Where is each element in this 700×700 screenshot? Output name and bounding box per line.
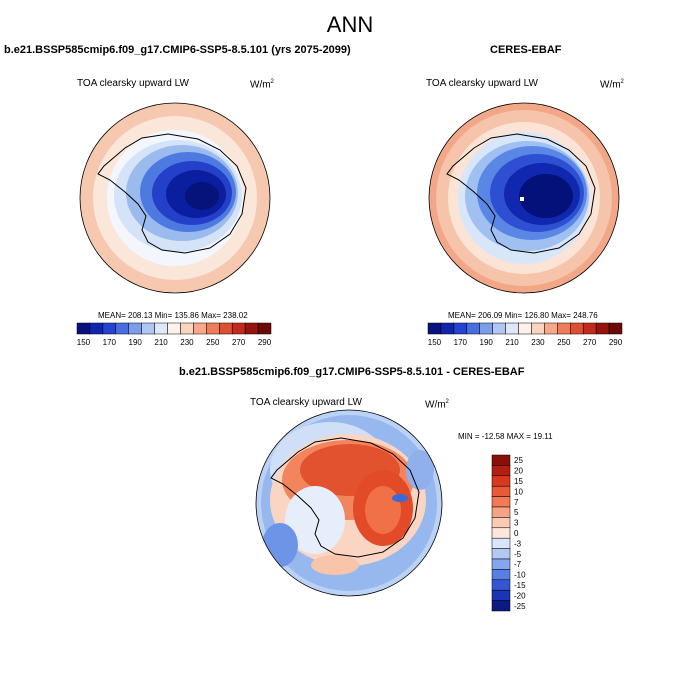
- colorbar-tick-label: 5: [514, 508, 519, 517]
- colorbar-tick-label: 290: [609, 338, 623, 347]
- colorbar-tick-label: 170: [454, 338, 468, 347]
- colorbar-tick-label: 3: [514, 519, 519, 528]
- colorbar-tick-label: 210: [505, 338, 519, 347]
- colorbar-tick-label: -25: [514, 602, 526, 611]
- colorbar-box: [180, 322, 194, 335]
- panel-3-units: W/m2: [425, 399, 449, 411]
- colorbar-tick-label: 190: [129, 338, 143, 347]
- panel-1-stats: MEAN= 208.13 Min= 135.86 Max= 238.02: [98, 311, 248, 320]
- colorbar-box: [491, 496, 511, 508]
- colorbar-box: [491, 517, 511, 529]
- colorbar-box: [544, 322, 558, 335]
- colorbar-box: [193, 322, 207, 335]
- colorbar-box: [244, 322, 259, 335]
- colorbar-tick-label: 270: [583, 338, 597, 347]
- panel-3-variable-label: TOA clearsky upward LW: [250, 397, 362, 408]
- colorbar-box: [570, 322, 584, 335]
- colorbar-tick-label: 270: [232, 338, 246, 347]
- panel-1-title: b.e21.BSSP585cmip6.f09_g17.CMIP6-SSP5-8.…: [4, 44, 351, 56]
- colorbar-box: [531, 322, 545, 335]
- colorbar-box: [491, 558, 511, 570]
- colorbar-box: [557, 322, 571, 335]
- colorbar-tick-label: 230: [531, 338, 545, 347]
- panel-2-variable-label: TOA clearsky upward LW: [426, 78, 538, 89]
- colorbar-box: [491, 579, 511, 591]
- colorbar-box: [89, 322, 104, 335]
- colorbar-box: [154, 322, 168, 335]
- colorbar-box: [518, 322, 532, 335]
- panel-3-stats: MIN = -12.58 MAX = 19.11: [458, 432, 553, 441]
- colorbar-tick-label: 250: [557, 338, 571, 347]
- colorbar-tick-label: -10: [514, 571, 526, 580]
- colorbar-tick-label: -3: [514, 539, 522, 548]
- colorbar-tick-label: 190: [480, 338, 494, 347]
- colorbar-box: [491, 600, 511, 612]
- colorbar-tick-label: 0: [514, 529, 519, 538]
- colorbar-box: [608, 322, 623, 335]
- page-title: ANN: [326, 12, 374, 37]
- colorbar-tick-label: 20: [514, 467, 523, 476]
- colorbar-box: [491, 465, 511, 477]
- map-panel-3: [255, 409, 443, 597]
- colorbar-tick-label: -7: [514, 560, 522, 569]
- colorbar-box: [491, 569, 511, 581]
- colorbar-box: [595, 322, 610, 335]
- colorbar-box: [427, 322, 442, 335]
- colorbar-tick-label: 250: [206, 338, 220, 347]
- colorbar-box: [453, 322, 468, 335]
- map-panel-1: [79, 102, 271, 294]
- colorbar-box: [491, 548, 511, 560]
- colorbar-box: [231, 322, 246, 335]
- colorbar-box: [479, 322, 493, 335]
- colorbar-tick-label: 150: [77, 338, 91, 347]
- map-panel-2: [428, 102, 620, 294]
- colorbar-box: [491, 589, 511, 601]
- colorbar-tick-label: 230: [180, 338, 194, 347]
- colorbar-box: [491, 485, 511, 497]
- panel-3-title: b.e21.BSSP585cmip6.f09_g17.CMIP6-SSP5-8.…: [179, 366, 525, 378]
- colorbar-box: [440, 322, 455, 335]
- colorbar-box: [115, 322, 129, 335]
- colorbar-tick-label: 25: [514, 456, 523, 465]
- colorbar-tick-label: 150: [428, 338, 442, 347]
- colorbar-box: [257, 322, 272, 335]
- colorbar-tick-label: -20: [514, 591, 526, 600]
- panel-1-variable-label: TOA clearsky upward LW: [77, 78, 189, 89]
- colorbar-panel-1: 150 170 190 210 230 250 270 290: [76, 322, 272, 347]
- colorbar-box: [141, 322, 155, 335]
- colorbar-box: [505, 322, 519, 335]
- colorbar-box: [76, 322, 91, 335]
- colorbar-tick-label: -15: [514, 581, 526, 590]
- colorbar-tick-label: 210: [154, 338, 168, 347]
- colorbar-tick-label: 7: [514, 498, 519, 507]
- colorbar-box: [206, 322, 220, 335]
- panel-1-units: W/m2: [250, 79, 274, 91]
- colorbar-box: [219, 322, 233, 335]
- colorbar-tick-label: -5: [514, 550, 522, 559]
- colorbar-box: [102, 322, 117, 335]
- colorbar-box: [582, 322, 597, 335]
- colorbar-box: [491, 527, 511, 539]
- panel-2-stats: MEAN= 206.09 Min= 126.80 Max= 248.76: [448, 311, 598, 320]
- colorbar-tick-label: 15: [514, 477, 523, 486]
- panel-2-units: W/m2: [600, 79, 624, 91]
- colorbar-tick-label: 290: [258, 338, 272, 347]
- colorbar-tick-label: 170: [103, 338, 117, 347]
- colorbar-box: [491, 475, 511, 487]
- colorbar-box: [167, 322, 181, 335]
- colorbar-tick-label: 10: [514, 487, 523, 496]
- colorbar-box: [491, 454, 511, 466]
- panel-2-title: CERES-EBAF: [490, 44, 562, 56]
- colorbar-box: [492, 322, 506, 335]
- colorbar-box: [128, 322, 142, 335]
- colorbar-box: [491, 537, 511, 549]
- colorbar-box: [466, 322, 480, 335]
- colorbar-box: [491, 506, 511, 518]
- colorbar-panel-2: 150 170 190 210 230 250 270 290: [427, 322, 623, 347]
